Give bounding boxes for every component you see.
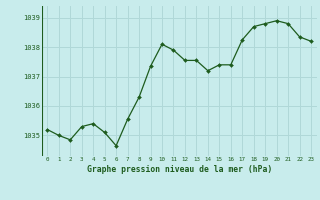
X-axis label: Graphe pression niveau de la mer (hPa): Graphe pression niveau de la mer (hPa) (87, 165, 272, 174)
